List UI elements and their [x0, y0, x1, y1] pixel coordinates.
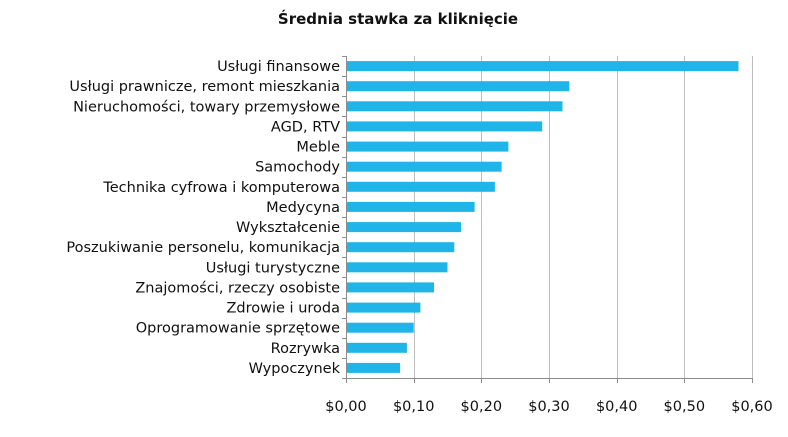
- x-tick-label: $0,20: [461, 399, 503, 415]
- category-label: Oprogramowanie sprzętowe: [136, 321, 340, 337]
- bar: [346, 302, 421, 313]
- x-tick-labels: $0,00 $0,10 $0,20 $0,30 $0,40 $0,50 $0,60: [325, 399, 773, 415]
- category-label: Wykształcenie: [236, 220, 340, 236]
- x-tick-label: $0,10: [393, 399, 435, 415]
- x-tick-label: $0,30: [528, 399, 570, 415]
- bar: [346, 262, 448, 273]
- bar: [346, 242, 455, 253]
- category-label: Wypoczynek: [249, 361, 341, 377]
- x-tick-label: $0,60: [731, 399, 773, 415]
- bar: [346, 282, 434, 293]
- chart-title: Średnia stawka za kliknięcie: [278, 9, 518, 28]
- category-label: Medycyna: [266, 200, 340, 216]
- category-label: Usługi finansowe: [217, 59, 340, 75]
- bar: [346, 121, 543, 132]
- bars: [346, 61, 739, 373]
- bar: [346, 141, 509, 152]
- category-labels: Usługi finansowe Usługi prawnicze, remont…: [66, 59, 340, 377]
- category-label: Usługi prawnicze, remont mieszkania: [69, 79, 340, 95]
- category-label: Poszukiwanie personelu, komunikacja: [66, 240, 340, 256]
- bar: [346, 61, 739, 72]
- category-label: Samochody: [255, 160, 340, 176]
- category-label: Usługi turystyczne: [206, 260, 340, 276]
- category-label: Meble: [296, 140, 340, 156]
- bar: [346, 161, 502, 172]
- x-tick-label: $0,40: [596, 399, 638, 415]
- bar: [346, 322, 414, 333]
- x-tick-label: $0,00: [325, 399, 367, 415]
- bar: [346, 362, 401, 373]
- bar: [346, 222, 461, 233]
- category-label: Znajomości, rzeczy osobiste: [135, 280, 340, 296]
- x-tick-label: $0,50: [664, 399, 706, 415]
- bar: [346, 342, 407, 353]
- bar: [346, 81, 570, 92]
- category-label: Rozrywka: [271, 341, 340, 357]
- bar: [346, 201, 475, 212]
- bar: [346, 181, 495, 192]
- category-label: Zdrowie i uroda: [226, 301, 340, 317]
- category-label: Technika cyfrowa i komputerowa: [102, 180, 340, 196]
- category-label: Nieruchomości, towary przemysłowe: [73, 99, 340, 115]
- category-label: AGD, RTV: [271, 119, 340, 135]
- axes: [342, 56, 753, 383]
- bar: [346, 101, 563, 112]
